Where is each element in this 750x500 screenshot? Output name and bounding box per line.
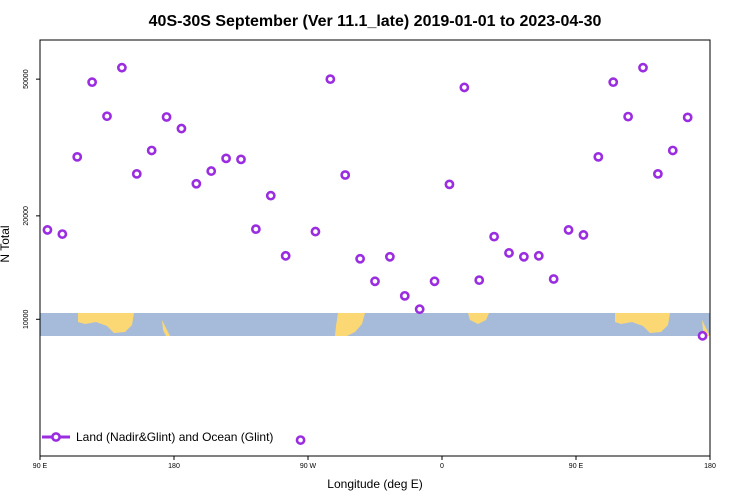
x-tick-label: 90 E — [569, 463, 584, 470]
data-point — [682, 112, 693, 123]
data-point — [221, 153, 232, 164]
data-point — [667, 145, 678, 156]
data-point — [116, 62, 127, 73]
data-point — [87, 77, 98, 88]
map-strip — [40, 313, 710, 336]
data-point — [608, 77, 619, 88]
data-points — [42, 62, 708, 445]
land-africa — [468, 313, 489, 324]
x-tick-label: 90 W — [300, 463, 317, 470]
data-point — [697, 330, 708, 341]
data-point — [340, 170, 351, 180]
x-axis: 90 E 180 90 W 0 90 E 180 — [33, 456, 716, 470]
data-point — [370, 276, 380, 287]
data-point — [72, 151, 83, 162]
data-point — [414, 304, 425, 315]
data-point — [250, 224, 261, 235]
data-point — [102, 111, 112, 122]
data-point — [593, 151, 604, 162]
plot-frame — [39, 39, 711, 457]
x-axis-title: Longitude (deg E) — [327, 477, 422, 491]
data-point — [652, 168, 663, 179]
data-point — [533, 250, 544, 261]
y-tick-label: 20000 — [23, 206, 30, 226]
data-point — [578, 230, 589, 240]
y-tick-label: 50000 — [23, 69, 30, 89]
y-axis: 10000 20000 50000 — [23, 69, 40, 329]
data-point — [489, 231, 500, 242]
data-point — [265, 190, 276, 201]
x-tick-label: 90 E — [33, 463, 48, 470]
data-point — [474, 275, 485, 286]
x-tick-label: 0 — [440, 463, 444, 470]
data-point — [623, 111, 634, 122]
data-point — [444, 179, 455, 190]
data-point — [325, 74, 336, 85]
data-point — [176, 123, 187, 134]
data-point — [280, 250, 291, 261]
data-point — [146, 145, 157, 156]
legend-marker — [51, 432, 61, 442]
data-point — [57, 229, 68, 239]
land-south-america — [335, 313, 365, 336]
data-point — [504, 248, 514, 258]
data-point — [131, 168, 142, 179]
data-point — [563, 225, 574, 235]
data-point — [518, 251, 529, 262]
data-point — [548, 274, 559, 284]
data-point — [42, 225, 53, 235]
data-point — [310, 226, 321, 237]
data-point — [206, 166, 217, 176]
land-new-zealand — [162, 320, 170, 336]
data-point — [459, 82, 470, 93]
chart-title: 40S-30S September (Ver 11.1_late) 2019-0… — [149, 13, 602, 30]
data-point — [399, 290, 410, 301]
land-australia-repeat — [615, 313, 670, 333]
data-point — [429, 276, 440, 287]
data-point — [384, 251, 395, 262]
x-tick-label: 180 — [704, 463, 716, 470]
ocean-band — [40, 313, 710, 336]
data-point — [161, 112, 172, 122]
data-point — [638, 62, 648, 73]
y-tick-label: 10000 — [23, 309, 30, 329]
data-point — [295, 435, 306, 445]
data-point — [191, 178, 202, 189]
y-axis-title: N Total — [0, 225, 12, 262]
data-point — [355, 253, 366, 264]
land-australia — [78, 313, 134, 333]
x-tick-label: 180 — [168, 463, 180, 470]
legend-label: Land (Nadir&Glint) and Ocean (Glint) — [76, 430, 273, 444]
data-point — [236, 154, 246, 165]
legend: Land (Nadir&Glint) and Ocean (Glint) — [42, 430, 273, 444]
